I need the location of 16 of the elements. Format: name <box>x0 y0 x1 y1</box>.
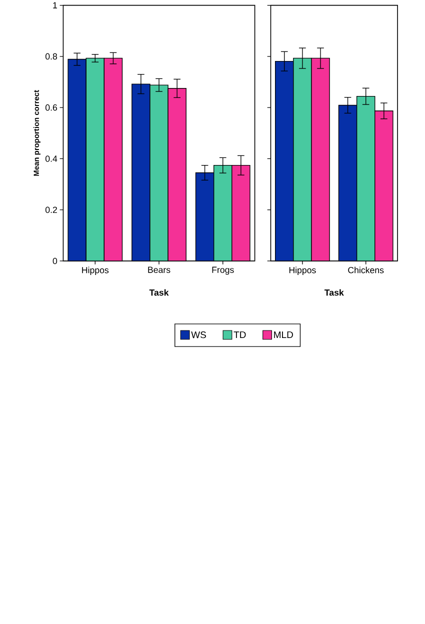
x-axis-title: Task <box>324 289 344 296</box>
x-tick-label: Chickens <box>348 266 384 274</box>
legend-label: TD <box>234 331 246 338</box>
x-tick-label: Frogs <box>212 266 234 275</box>
y-tick-label: 0.4 <box>45 156 57 162</box>
y-tick-label: 0.2 <box>45 206 57 213</box>
x-axis-title: Task <box>149 289 169 296</box>
y-tick-label: 1 <box>52 2 57 8</box>
legend-label: MLD <box>274 331 293 338</box>
y-tick-label: 0 <box>52 258 57 264</box>
y-tick-label: 0.6 <box>45 104 57 111</box>
y-tick-label: 0.8 <box>45 53 57 60</box>
x-tick-label: Hippos <box>82 266 108 275</box>
x-tick-label: Hippos <box>289 266 316 275</box>
legend-label: WS <box>190 331 206 338</box>
x-tick-label: Bears <box>148 266 170 273</box>
